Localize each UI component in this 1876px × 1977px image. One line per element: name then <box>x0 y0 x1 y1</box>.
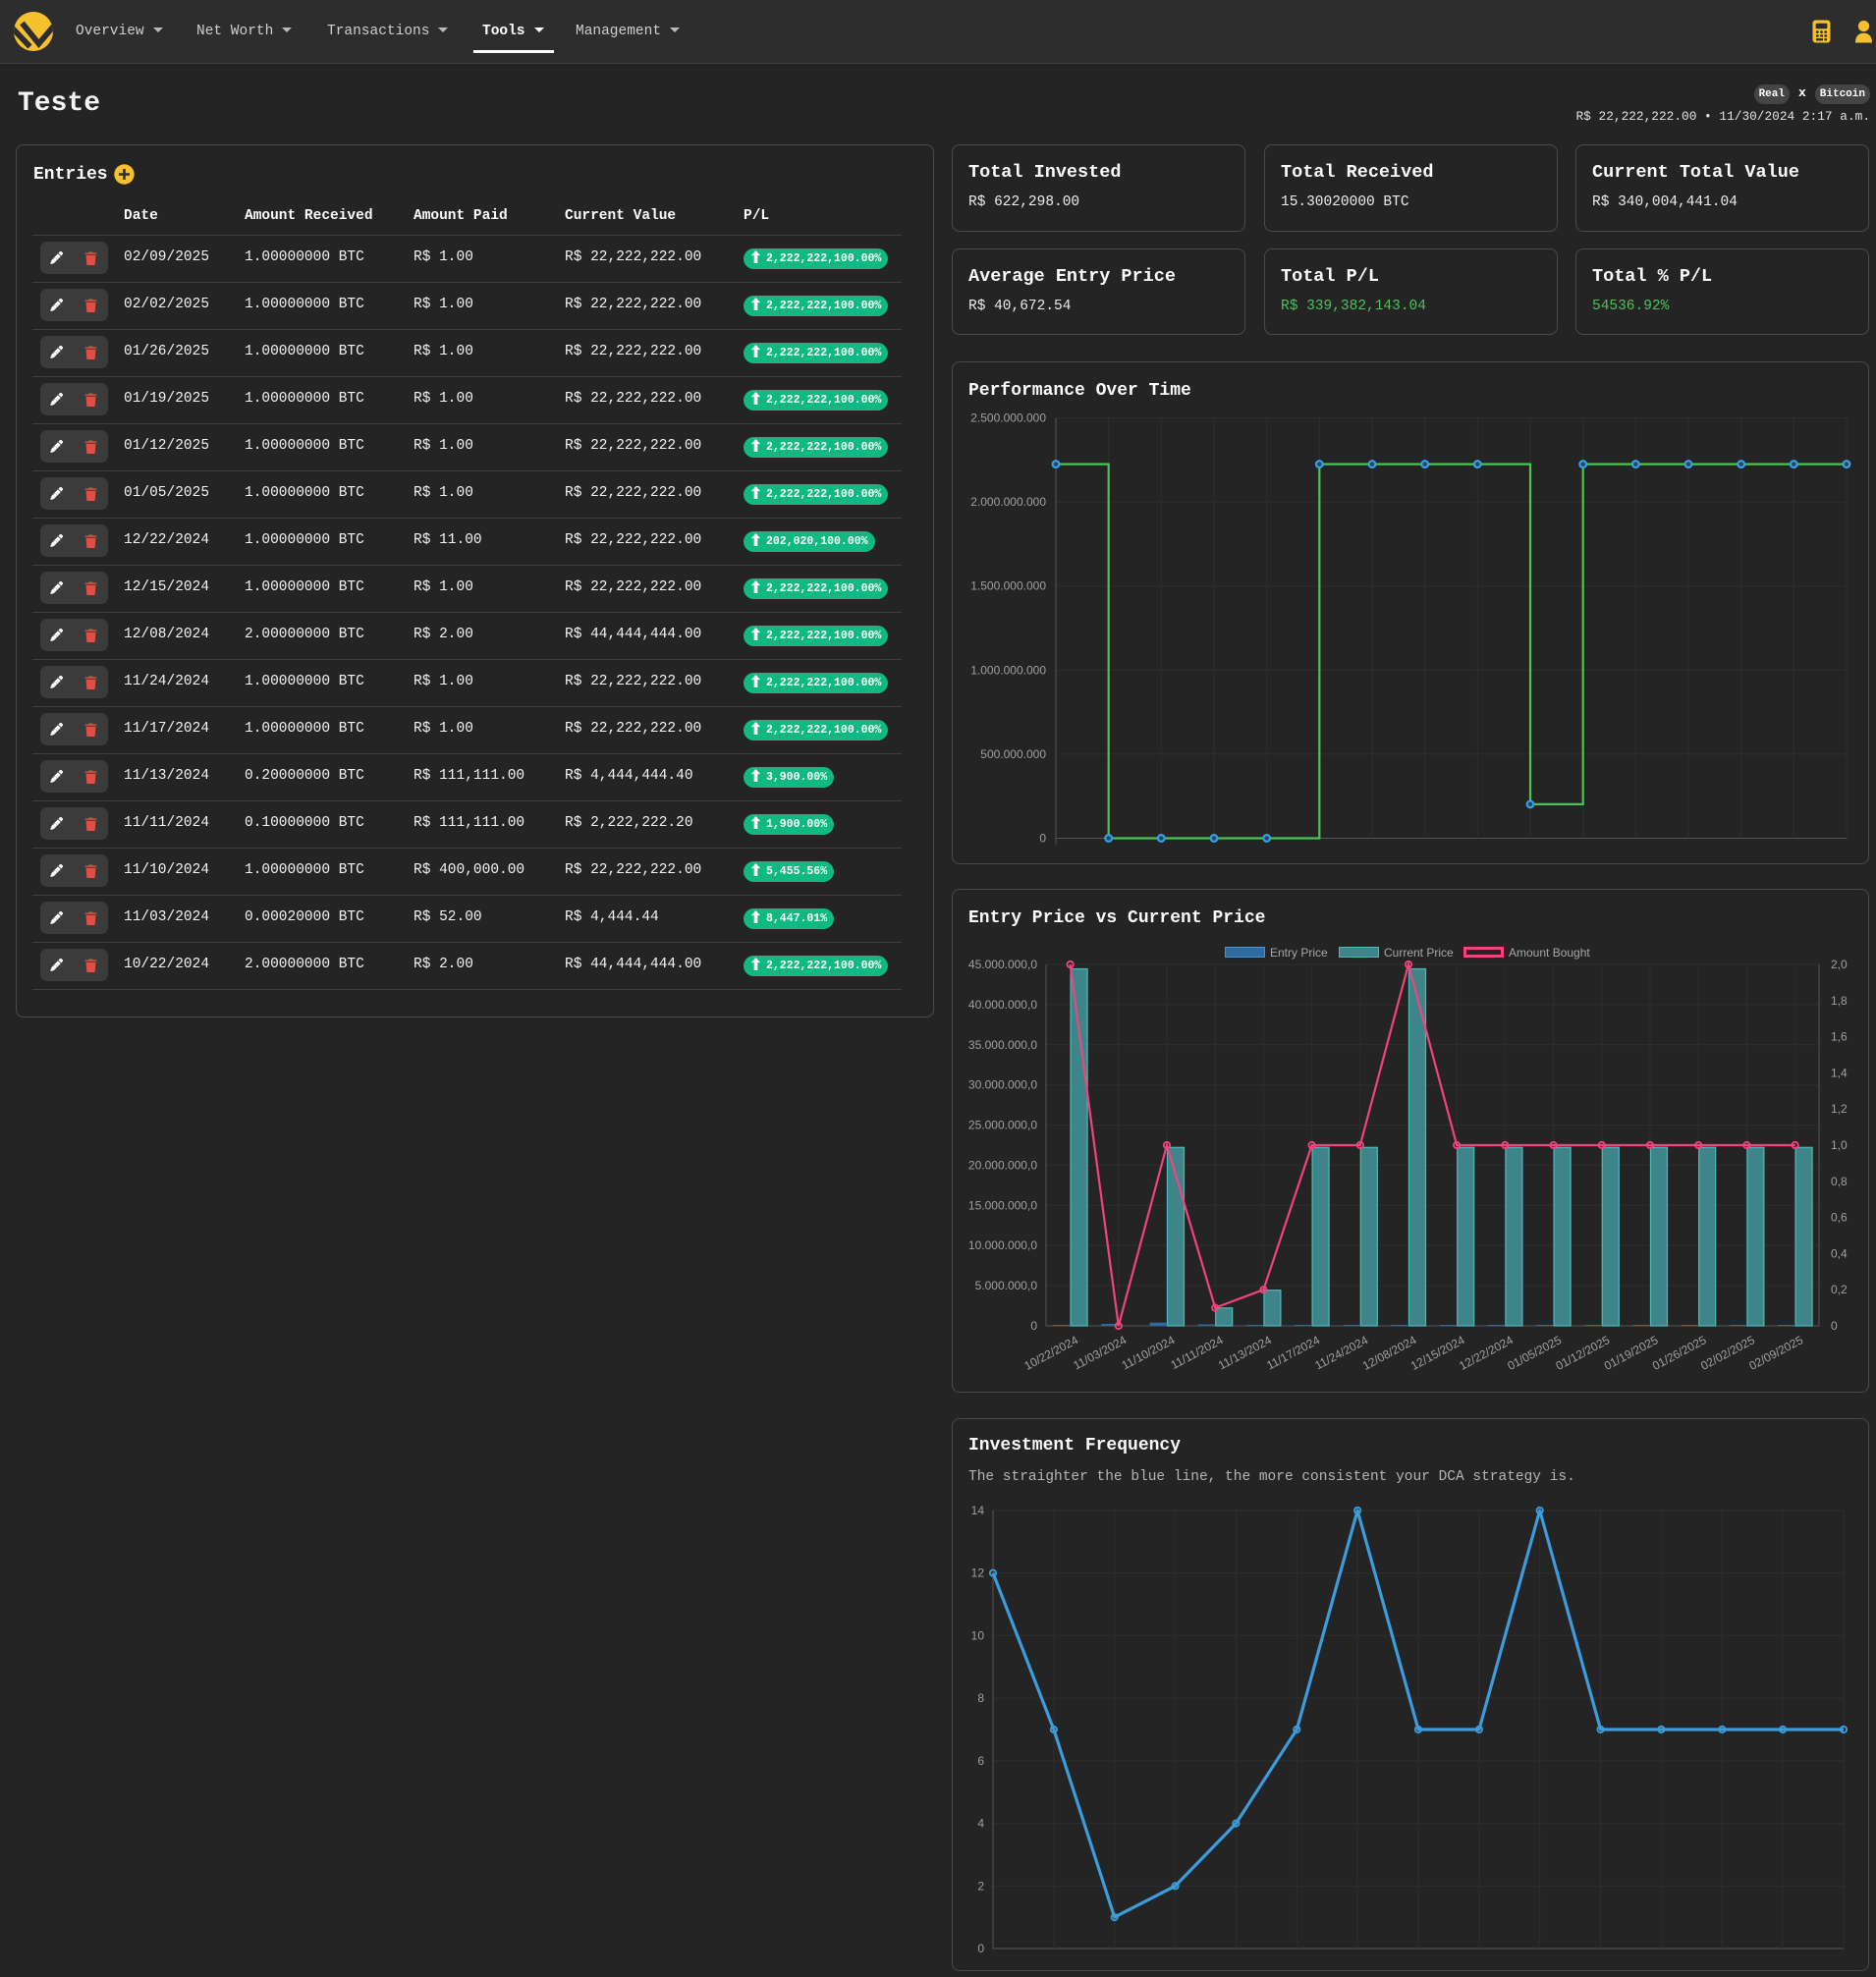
svg-text:14: 14 <box>971 1504 985 1517</box>
svg-text:10: 10 <box>971 1628 985 1642</box>
svg-text:0,2: 0,2 <box>1831 1283 1848 1296</box>
svg-text:1.000.000.000: 1.000.000.000 <box>970 663 1046 677</box>
svg-text:2,0: 2,0 <box>1831 958 1848 971</box>
svg-text:12/15/2024: 12/15/2024 <box>1408 1333 1467 1373</box>
svg-text:1.500.000.000: 1.500.000.000 <box>970 579 1046 593</box>
svg-text:0: 0 <box>977 1942 984 1955</box>
svg-text:15.000.000,0: 15.000.000,0 <box>968 1198 1037 1212</box>
svg-text:500.000.000: 500.000.000 <box>980 747 1046 761</box>
svg-text:8: 8 <box>977 1691 984 1705</box>
svg-text:10/22/2024: 10/22/2024 <box>1021 1333 1080 1373</box>
svg-text:0,4: 0,4 <box>1831 1246 1848 1260</box>
svg-text:1,4: 1,4 <box>1831 1066 1848 1079</box>
svg-text:10.000.000,0: 10.000.000,0 <box>968 1238 1037 1252</box>
svg-text:0: 0 <box>1831 1319 1838 1333</box>
svg-text:01/19/2025: 01/19/2025 <box>1602 1333 1661 1373</box>
svg-text:2: 2 <box>977 1879 984 1893</box>
svg-text:Amount Bought: Amount Bought <box>1509 946 1590 960</box>
svg-text:25.000.000,0: 25.000.000,0 <box>968 1119 1037 1132</box>
svg-text:0: 0 <box>1030 1319 1037 1333</box>
svg-text:11/10/2024: 11/10/2024 <box>1120 1333 1178 1372</box>
svg-text:35.000.000,0: 35.000.000,0 <box>968 1038 1037 1052</box>
svg-text:1,8: 1,8 <box>1831 994 1848 1008</box>
svg-text:Entry Price: Entry Price <box>1270 946 1328 960</box>
svg-text:01/12/2025: 01/12/2025 <box>1554 1333 1613 1373</box>
svg-text:5.000.000,0: 5.000.000,0 <box>975 1279 1038 1292</box>
svg-text:11/17/2024: 11/17/2024 <box>1264 1333 1322 1372</box>
svg-text:02/02/2025: 02/02/2025 <box>1698 1333 1757 1373</box>
svg-text:11/24/2024: 11/24/2024 <box>1312 1333 1370 1372</box>
svg-text:Current Price: Current Price <box>1384 946 1454 960</box>
svg-text:12: 12 <box>971 1566 985 1580</box>
svg-text:1,6: 1,6 <box>1831 1030 1848 1044</box>
svg-text:6: 6 <box>977 1754 984 1768</box>
svg-text:2.000.000.000: 2.000.000.000 <box>970 495 1046 509</box>
svg-text:2.500.000.000: 2.500.000.000 <box>970 412 1046 425</box>
svg-text:11/03/2024: 11/03/2024 <box>1071 1333 1129 1372</box>
svg-text:30.000.000,0: 30.000.000,0 <box>968 1078 1037 1092</box>
svg-text:1,0: 1,0 <box>1831 1138 1848 1152</box>
svg-text:01/26/2025: 01/26/2025 <box>1650 1333 1709 1373</box>
svg-text:45.000.000,0: 45.000.000,0 <box>968 958 1037 971</box>
svg-text:02/09/2025: 02/09/2025 <box>1746 1333 1805 1373</box>
svg-text:11/13/2024: 11/13/2024 <box>1216 1333 1274 1372</box>
svg-text:20.000.000,0: 20.000.000,0 <box>968 1158 1037 1172</box>
svg-text:0,8: 0,8 <box>1831 1175 1848 1188</box>
svg-text:11/11/2024: 11/11/2024 <box>1169 1333 1226 1372</box>
svg-text:12/08/2024: 12/08/2024 <box>1360 1333 1419 1373</box>
svg-text:1,2: 1,2 <box>1831 1102 1848 1116</box>
svg-text:0,6: 0,6 <box>1831 1211 1848 1225</box>
svg-text:12/22/2024: 12/22/2024 <box>1457 1333 1516 1373</box>
svg-text:01/05/2025: 01/05/2025 <box>1505 1333 1564 1373</box>
svg-text:0: 0 <box>1039 832 1046 846</box>
svg-text:4: 4 <box>977 1817 984 1831</box>
svg-text:40.000.000,0: 40.000.000,0 <box>968 998 1037 1012</box>
